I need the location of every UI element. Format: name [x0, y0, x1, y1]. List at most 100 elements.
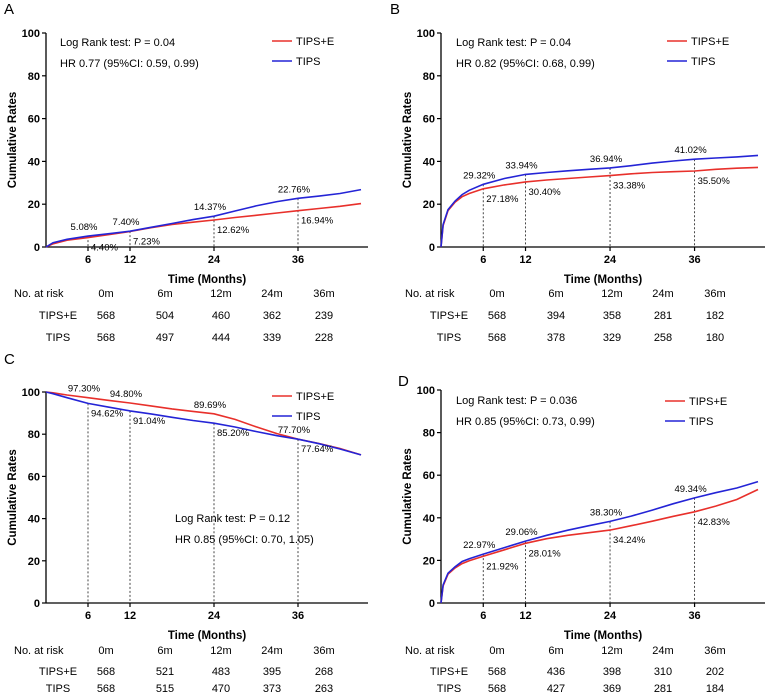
risk-table-cell: 263 — [315, 683, 333, 695]
risk-table-title: No. at risk — [14, 645, 64, 657]
y-tick-label: 80 — [423, 428, 435, 440]
log-rank-text: Log Rank test: P = 0.04 — [60, 37, 175, 49]
y-tick-label: 0 — [429, 242, 435, 254]
risk-table-header: 36m — [704, 645, 725, 657]
risk-table-header: 36m — [313, 645, 334, 657]
data-label: 77.70% — [278, 425, 311, 436]
x-axis-label: Time (Months) — [168, 274, 247, 286]
data-label: 21.92% — [486, 561, 519, 572]
series-line-tips — [45, 188, 362, 248]
risk-table-cell: 373 — [263, 683, 281, 695]
log-rank-text: Log Rank test: P = 0.036 — [456, 395, 577, 407]
y-tick-label: 0 — [34, 598, 40, 610]
risk-table-header: 0m — [98, 645, 113, 657]
x-tick-label: 12 — [124, 610, 136, 622]
risk-table-cell: 362 — [263, 310, 281, 322]
risk-table-cell: 427 — [547, 683, 565, 695]
risk-table-cell: 497 — [156, 332, 174, 344]
y-axis-label: Cumulative Rates — [7, 449, 19, 546]
data-label: 36.94% — [590, 154, 623, 165]
risk-table-row-label: TIPS — [437, 683, 461, 695]
legend-label: TIPS — [691, 56, 715, 68]
risk-table-cell: 184 — [706, 683, 724, 695]
y-tick-label: 100 — [417, 385, 435, 397]
data-label: 35.50% — [698, 176, 731, 187]
risk-table-cell: 339 — [263, 332, 281, 344]
risk-table-header: 36m — [313, 288, 334, 300]
risk-table-header: 0m — [489, 288, 504, 300]
data-label: 33.38% — [613, 181, 646, 192]
risk-table-cell: 436 — [547, 666, 565, 678]
risk-table-cell: 281 — [654, 310, 672, 322]
data-label: 97.30% — [68, 384, 101, 395]
risk-table-cell: 395 — [263, 666, 281, 678]
risk-table-cell: 483 — [212, 666, 230, 678]
risk-table-cell: 568 — [488, 666, 506, 678]
data-label: 33.94% — [505, 160, 538, 171]
risk-table-header: 24m — [652, 288, 673, 300]
risk-table-cell: 369 — [603, 683, 621, 695]
series-line-tips-plus-e — [45, 202, 362, 248]
log-rank-text: Log Rank test: P = 0.04 — [456, 37, 571, 49]
risk-table-header: 12m — [210, 645, 231, 657]
risk-table-cell: 460 — [212, 310, 230, 322]
risk-table-row-label: TIPS — [46, 332, 70, 344]
hr-text: HR 0.85 (95%CI: 0.70, 1.05) — [175, 534, 314, 546]
y-tick-label: 40 — [28, 514, 40, 526]
risk-table-cell: 281 — [654, 683, 672, 695]
y-tick-label: 100 — [22, 387, 40, 399]
risk-table-header: 6m — [548, 645, 563, 657]
panel-letter: D — [398, 373, 409, 390]
panel-c: C 0 20 40 60 80 100 6 12 24 36 Time (Months) Cumulat… — [4, 351, 368, 695]
y-axis-label: Cumulative Rates — [402, 448, 414, 545]
hr-text: HR 0.82 (95%CI: 0.68, 0.99) — [456, 58, 595, 70]
y-tick-label: 80 — [423, 71, 435, 83]
risk-table-header: 0m — [98, 288, 113, 300]
risk-table-cell: 568 — [97, 666, 115, 678]
x-tick-label: 36 — [688, 610, 700, 622]
risk-table-header: 12m — [601, 645, 622, 657]
x-tick-label: 6 — [85, 610, 91, 622]
panel-letter: A — [4, 1, 14, 18]
y-tick-label: 20 — [28, 199, 40, 211]
y-tick-label: 20 — [28, 556, 40, 568]
risk-table-cell: 504 — [156, 310, 174, 322]
legend-label: TIPS — [689, 416, 713, 428]
risk-table-cell: 398 — [603, 666, 621, 678]
series-line-tips-plus-e — [440, 488, 759, 604]
risk-table-header: 12m — [210, 288, 231, 300]
x-tick-label: 12 — [124, 254, 136, 266]
data-label: 77.64% — [301, 444, 334, 455]
data-label: 5.08% — [71, 222, 98, 233]
legend-label: TIPS+E — [689, 396, 727, 408]
x-axis-label: Time (Months) — [564, 274, 643, 286]
y-tick-label: 0 — [34, 242, 40, 254]
y-tick-label: 40 — [28, 156, 40, 168]
risk-table-header: 6m — [548, 288, 563, 300]
x-tick-label: 6 — [85, 254, 91, 266]
x-tick-label: 12 — [519, 610, 531, 622]
data-label: 14.37% — [194, 202, 227, 213]
risk-table-cell: 568 — [97, 310, 115, 322]
legend-label: TIPS+E — [691, 36, 729, 48]
y-tick-label: 20 — [423, 555, 435, 567]
legend-label: TIPS+E — [296, 36, 334, 48]
data-label: 4.40% — [91, 243, 118, 254]
hr-text: HR 0.85 (95%CI: 0.73, 0.99) — [456, 416, 595, 428]
y-tick-label: 60 — [28, 114, 40, 126]
x-tick-label: 24 — [604, 254, 617, 266]
series-line-tips-plus-e — [440, 166, 759, 248]
risk-table-cell: 268 — [315, 666, 333, 678]
x-tick-label: 36 — [292, 254, 304, 266]
y-tick-label: 60 — [423, 470, 435, 482]
data-label: 29.06% — [505, 527, 538, 538]
x-tick-label: 36 — [292, 610, 304, 622]
risk-table-cell: 358 — [603, 310, 621, 322]
risk-table-cell: 258 — [654, 332, 672, 344]
risk-table-cell: 568 — [97, 332, 115, 344]
risk-table-row-label: TIPS — [437, 332, 461, 344]
data-label: 91.04% — [133, 416, 166, 427]
risk-table-title: No. at risk — [405, 645, 455, 657]
y-tick-label: 100 — [22, 28, 40, 40]
y-tick-label: 40 — [423, 513, 435, 525]
